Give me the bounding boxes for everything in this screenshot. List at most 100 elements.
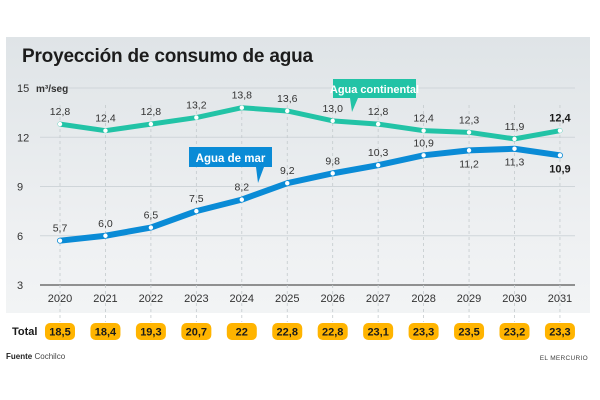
data-label: 12,8 (141, 106, 162, 118)
data-label: 12,4 (413, 113, 434, 125)
total-badge (181, 323, 212, 340)
data-point (239, 105, 244, 110)
source-value: Cochilco (34, 352, 66, 361)
data-label: 12,4 (549, 113, 571, 125)
data-point (466, 148, 472, 153)
x-tick-label: 2026 (320, 293, 344, 305)
data-point (330, 118, 335, 124)
series-line-agua-de-mar (57, 145, 563, 244)
total-badge (226, 323, 257, 340)
data-point (194, 115, 199, 120)
x-tick-label: 2022 (139, 293, 163, 305)
legend-label-agua-de-mar: Agua de mar (196, 153, 266, 165)
data-label: 13,8 (232, 90, 253, 102)
total-badge (363, 323, 394, 340)
data-label: 12,8 (50, 106, 71, 118)
total-value: 23,2 (504, 327, 525, 339)
total-value: 18,4 (95, 327, 117, 339)
data-label: 7,5 (189, 193, 204, 205)
data-label: 12,4 (95, 113, 116, 125)
legend-pointer-agua-continental (350, 98, 358, 112)
data-point (557, 153, 563, 158)
total-badge (135, 323, 166, 340)
data-label: 9,2 (280, 165, 295, 177)
total-badge (272, 323, 303, 340)
data-point (512, 136, 517, 142)
x-tick-label: 2025 (275, 293, 299, 305)
total-value: 18,5 (49, 327, 70, 339)
data-label: 9,8 (325, 155, 340, 167)
x-tick-label: 2028 (411, 293, 435, 305)
chart-panel (6, 37, 590, 313)
total-value: 22 (236, 327, 248, 339)
data-label: 13,0 (322, 103, 343, 115)
data-label: 12,3 (459, 114, 480, 126)
data-label: 6,5 (144, 210, 159, 222)
data-label: 11,2 (459, 158, 479, 170)
data-point (148, 225, 154, 230)
y-tick-label: 3 (17, 280, 23, 292)
x-tick-label: 2031 (548, 293, 572, 305)
total-value: 23,1 (367, 327, 388, 339)
total-value: 19,3 (140, 327, 161, 339)
source-label: Fuente (6, 352, 33, 361)
total-value: 22,8 (322, 327, 343, 339)
total-value: 20,7 (186, 327, 207, 339)
data-label: 6,0 (98, 218, 113, 230)
total-value: 22,8 (277, 327, 298, 339)
total-badge (499, 323, 530, 340)
data-label: 12,8 (368, 106, 389, 118)
total-badge (317, 323, 348, 340)
y-tick-label: 12 (17, 132, 29, 144)
data-label: 13,6 (277, 93, 298, 105)
total-value: 23,3 (413, 327, 434, 339)
total-value: 23,5 (458, 327, 479, 339)
chart-title: Proyección de consumo de agua (22, 46, 313, 67)
data-label: 10,9 (413, 137, 434, 149)
total-value: 23,3 (549, 327, 570, 339)
data-point (330, 171, 335, 176)
x-tick-label: 2024 (230, 293, 254, 305)
x-tick-label: 2027 (366, 293, 390, 305)
data-point (375, 162, 381, 168)
legend-box-agua-continental (333, 79, 416, 98)
data-point (285, 108, 290, 114)
x-tick-label: 2030 (502, 293, 526, 305)
total-badge (408, 323, 439, 340)
total-badge (90, 323, 121, 340)
data-label: 5,7 (53, 223, 68, 235)
data-label: 13,2 (186, 100, 207, 112)
total-badge (454, 323, 485, 340)
x-tick-label: 2021 (93, 293, 117, 305)
x-tick-label: 2029 (457, 293, 481, 305)
data-point (557, 128, 563, 133)
total-badge (544, 323, 575, 340)
source-note: Fuente Cochilco (6, 352, 65, 361)
data-point (512, 146, 517, 151)
data-point (239, 197, 244, 202)
x-tick-label: 2020 (48, 293, 72, 305)
data-point (285, 181, 290, 186)
data-point (57, 121, 63, 127)
data-point (103, 128, 108, 133)
brand-label: EL MERCURIO (539, 355, 588, 362)
data-point (466, 130, 472, 135)
y-tick-label: 15 (17, 83, 29, 95)
legend-pointer-agua-de-mar (256, 167, 264, 183)
legend-label-agua-continental: Agua continental (330, 84, 419, 96)
data-point (103, 233, 108, 238)
data-label: 10,3 (368, 147, 389, 159)
data-point (421, 153, 426, 158)
data-label: 8,2 (234, 182, 249, 194)
data-label: 11,3 (505, 157, 525, 169)
data-point (375, 121, 381, 127)
data-label: 10,9 (549, 163, 570, 175)
data-point (57, 238, 63, 243)
data-point (194, 208, 199, 214)
legend-box-agua-de-mar (189, 147, 272, 167)
y-tick-label: 9 (17, 182, 23, 194)
y-axis-unit: m³/seg (36, 84, 68, 95)
total-badge (45, 323, 75, 340)
x-tick-label: 2023 (184, 293, 208, 305)
